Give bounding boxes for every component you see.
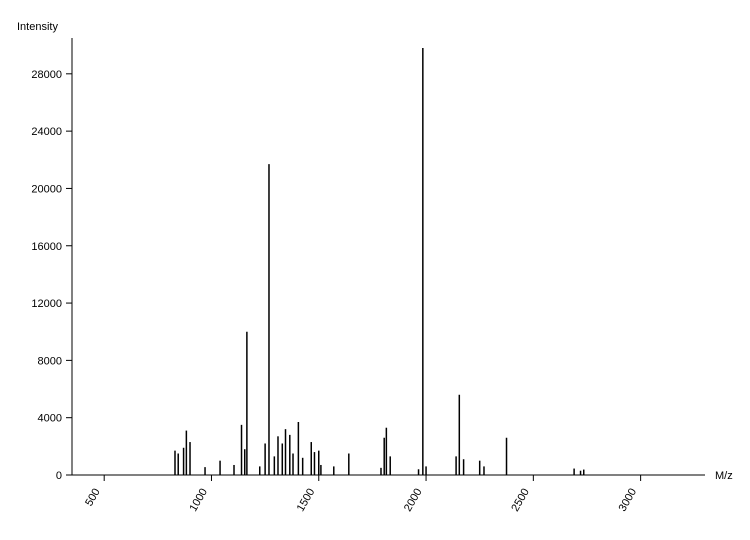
x-tick-label: 2500	[509, 487, 532, 514]
y-tick-label: 28000	[31, 69, 62, 81]
axis-frame	[72, 38, 705, 475]
y-axis-label: Intensity	[17, 21, 58, 33]
x-tick-label: 1000	[187, 487, 210, 514]
y-tick-label: 16000	[31, 241, 62, 253]
y-tick-label: 8000	[38, 355, 62, 367]
mass-spectrum-chart: 0 4000 8000 12000 16000 20000 24000 28000 500 100…	[0, 0, 750, 540]
x-tick-label: 1500	[295, 487, 318, 514]
x-tick-label: 500	[83, 487, 103, 509]
x-tick-label: 2000	[402, 487, 425, 514]
y-tick-label: 20000	[31, 183, 62, 195]
chart-svg: 0 4000 8000 12000 16000 20000 24000 28000 500 100…	[0, 0, 750, 540]
y-tick-label: 12000	[31, 298, 62, 310]
y-tick-label: 4000	[38, 413, 62, 425]
y-tick-label: 24000	[31, 126, 62, 138]
x-tick-label: 3000	[617, 487, 640, 514]
x-axis-label: M/z	[715, 470, 733, 482]
y-tick-label: 0	[56, 470, 62, 482]
